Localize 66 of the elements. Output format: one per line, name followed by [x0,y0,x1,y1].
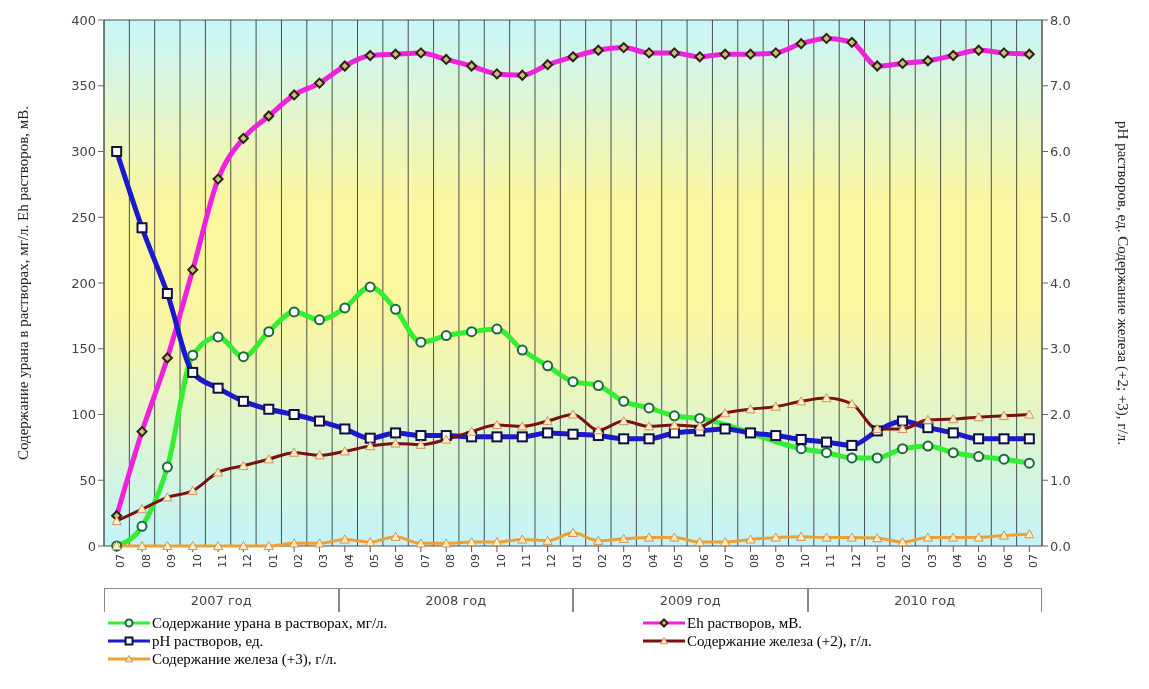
y2-tick-label: 5.0 [1050,209,1071,225]
y2-tick-label: 0.0 [1050,538,1071,554]
x-tick-label: 08 [444,554,458,568]
x-tick-label: 07 [1027,554,1041,568]
x-tick-label: 08 [139,554,153,568]
x-tick-label: 12 [241,554,255,568]
legend-label: pH растворов, ед. [152,632,264,650]
y2-tick-label: 7.0 [1050,78,1071,94]
text: 2009 год [573,589,808,612]
x-tick-label: 09 [165,554,179,568]
y-tick-label: 300 [71,144,96,160]
y-tick-label: 200 [71,275,96,291]
y2-tick-label: 6.0 [1050,144,1071,160]
x-tick-label: 02 [291,554,305,568]
text: 2008 год [338,589,573,612]
x-tick-label: 04 [646,554,660,568]
legend-label: Содержание железа (+2), г/л. [687,632,872,650]
x-tick-label: 01 [266,554,280,568]
x-tick-label: 07 [722,554,736,568]
x-tick-label: 12 [545,554,559,568]
y-tick-label: 150 [71,341,96,357]
y2-tick-label: 1.0 [1050,472,1071,488]
x-tick-label: 03 [925,554,939,568]
x-tick-label: 10 [494,554,508,568]
x-tick-label: 10 [190,554,204,568]
x-tick-label: 11 [215,554,229,568]
x-tick-label: 11 [824,554,838,568]
x-tick-label: 06 [697,554,711,568]
legend-label: Содержание железа (+3), г/л. [152,650,337,668]
x-tick-label: 07 [114,554,128,568]
y2-tick-label: 2.0 [1050,407,1071,423]
x-tick-label: 07 [418,554,432,568]
text: 2010 год [807,589,1042,612]
legend-label: Eh растворов, мВ. [687,614,803,632]
x-tick-label: 03 [317,554,331,568]
y2-tick-label: 8.0 [1050,12,1071,28]
x-tick-label: 08 [748,554,762,568]
x-tick-label: 01 [570,554,584,568]
x-tick-label: 05 [368,554,381,568]
x-tick-label: 09 [773,554,787,568]
y-tick-label: 350 [71,78,96,94]
x-tick-label: 02 [596,554,610,568]
x-tick-label: 04 [951,554,965,568]
legend-label: Содержание урана в растворах, мг/л. [152,614,388,632]
text: 2007 год [104,589,339,612]
y2-axis-title: pH растворов, ед. Содержание железа (+2; +3), г/л. [1113,121,1131,445]
y2-tick-label: 4.0 [1050,275,1071,291]
y-tick-label: 250 [71,209,96,225]
x-tick-label: 03 [621,554,635,568]
x-tick-label: 05 [976,554,990,568]
x-tick-label: 09 [469,554,483,568]
y-tick-label: 400 [71,12,96,28]
x-tick-label: 01 [875,554,889,568]
x-tick-label: 02 [900,554,914,568]
x-tick-label: 05 [672,554,686,568]
y-tick-label: 0 [87,538,96,554]
y-tick-label: 100 [71,407,96,423]
y-axis-title: Содержание урана в растворах, мг/л. Eh растворов, мВ. [15,105,32,461]
y-tick-label: 50 [79,472,96,488]
x-tick-label: 06 [393,554,407,568]
x-tick-label: 10 [798,554,812,568]
y2-tick-label: 3.0 [1050,341,1071,357]
x-tick-label: 06 [1001,554,1015,568]
x-tick-label: 11 [520,554,534,568]
x-tick-label: 04 [342,554,356,568]
x-tick-label: 12 [849,554,863,568]
